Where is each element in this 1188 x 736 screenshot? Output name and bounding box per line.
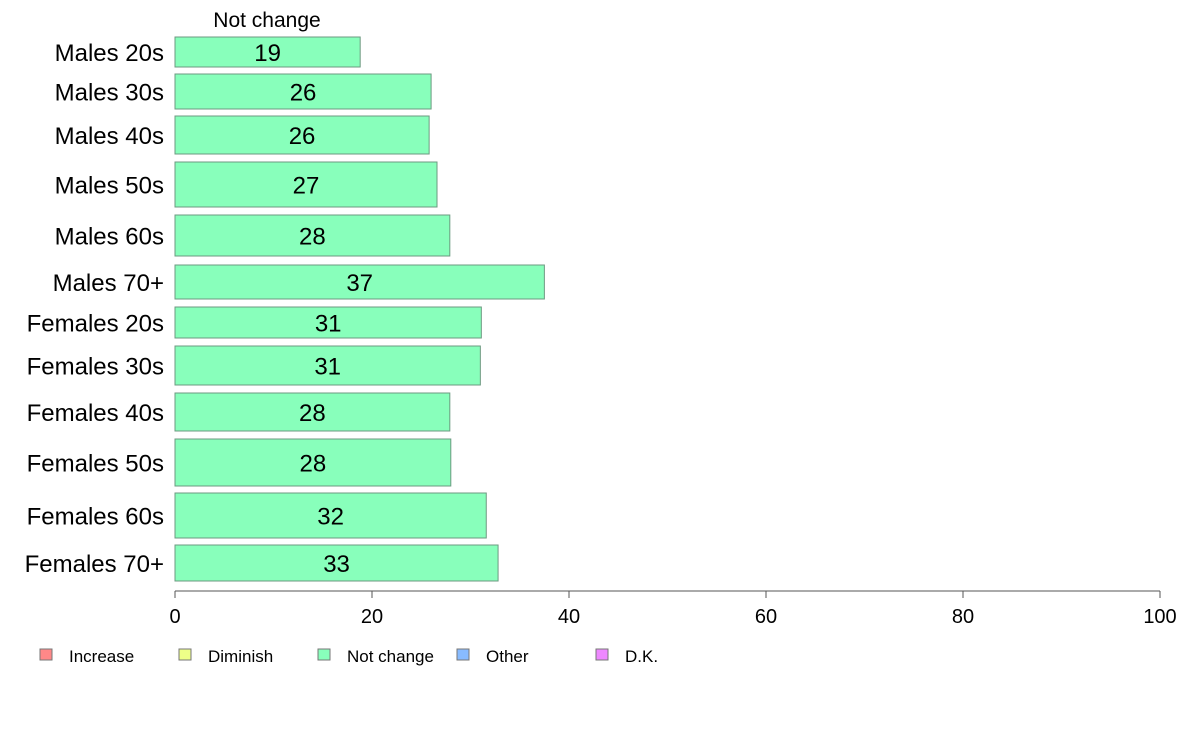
x-tick-label: 40 — [558, 606, 580, 628]
bar — [174, 438, 452, 487]
bar — [174, 73, 432, 110]
x-tick-label: 60 — [755, 606, 777, 628]
category-label: Males 60s — [55, 224, 164, 251]
x-tick-label: 100 — [1143, 606, 1176, 628]
bar — [174, 392, 451, 432]
bar-value-label: 26 — [289, 123, 316, 150]
legend-label: D.K. — [625, 647, 658, 666]
category-label: Males 50s — [55, 173, 164, 200]
category-label: Females 70+ — [25, 551, 164, 578]
legend-label: Other — [486, 647, 529, 666]
bar-value-label: 19 — [254, 40, 281, 67]
bar — [174, 306, 482, 339]
bar — [174, 214, 451, 257]
bar — [174, 36, 361, 68]
x-tick-label: 0 — [169, 606, 180, 628]
bar-value-label: 27 — [293, 173, 320, 200]
x-axis: 0 20 40 60 80 100 — [169, 590, 1177, 628]
category-label: Females 20s — [27, 311, 164, 338]
category-label: Males 40s — [55, 123, 164, 150]
bar-value-label: 28 — [300, 451, 327, 478]
bar-value-label: 28 — [299, 400, 326, 427]
legend-swatch — [317, 648, 331, 661]
category-label: Males 20s — [55, 40, 164, 67]
bar-value-label: 31 — [314, 354, 341, 381]
legend-swatch — [595, 648, 609, 661]
x-tick-label: 80 — [952, 606, 974, 628]
category-label: Females 30s — [27, 354, 164, 381]
bar — [174, 492, 487, 539]
category-label: Males 70+ — [53, 270, 164, 297]
bar-value-label: 37 — [346, 270, 373, 297]
legend-label: Diminish — [208, 647, 273, 666]
bar — [174, 544, 499, 582]
bar — [174, 345, 481, 386]
legend-label: Not change — [347, 647, 434, 666]
category-label: Females 60s — [27, 504, 164, 531]
x-tick-label: 20 — [361, 606, 383, 628]
series-title: Not change — [213, 9, 320, 32]
category-label: Females 50s — [27, 451, 164, 478]
bar — [174, 161, 438, 208]
bar — [174, 264, 545, 300]
bars: Males 20s 19 Males 30s 26 Males 40s 26 Males 5… — [25, 36, 545, 582]
legend-label: Increase — [69, 647, 134, 666]
legend-swatch — [456, 648, 470, 661]
category-label: Males 30s — [55, 80, 164, 107]
bar-value-label: 32 — [317, 504, 344, 531]
bar-value-label: 33 — [323, 551, 350, 578]
bar-value-label: 28 — [299, 224, 326, 251]
legend-swatch — [39, 648, 53, 661]
legend: Increase Diminish Not change Other D.K. — [39, 647, 658, 666]
category-label: Females 40s — [27, 400, 164, 427]
legend-swatch — [178, 648, 192, 661]
bar — [174, 115, 430, 155]
bar-value-label: 31 — [315, 311, 342, 338]
bar-value-label: 26 — [290, 80, 317, 107]
